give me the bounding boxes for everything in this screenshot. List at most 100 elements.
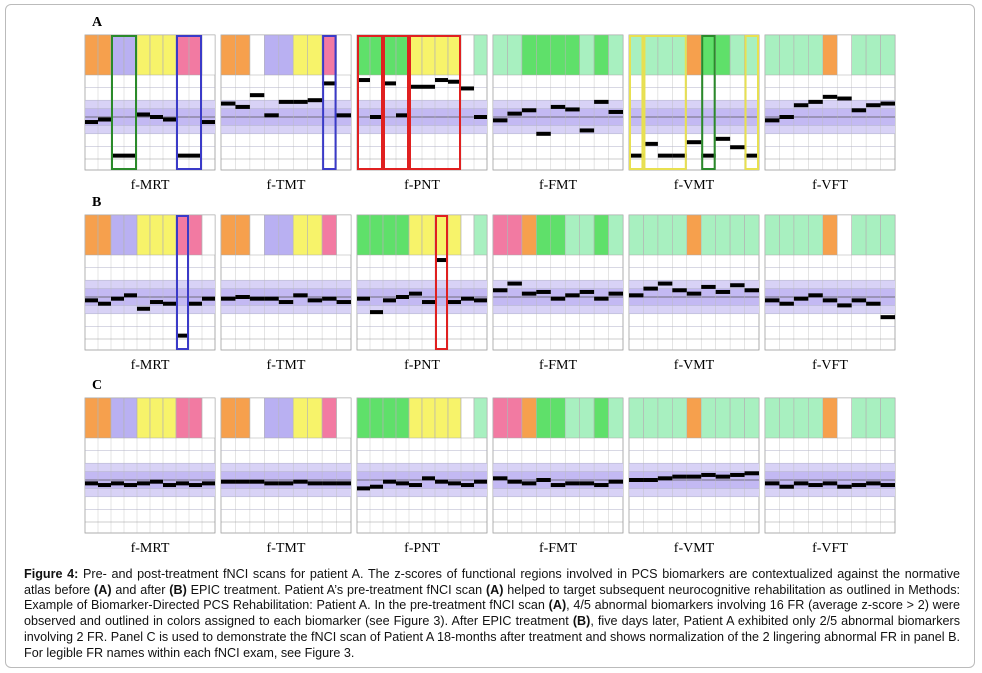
region-header (149, 214, 164, 256)
region-header (643, 214, 659, 256)
z-score-bar (672, 288, 687, 293)
region-header (382, 397, 397, 439)
caption-text: EPIC treatment. Patient A’s pre-treatmen… (186, 582, 486, 597)
caption-bold: (B) (169, 582, 187, 597)
z-score-bar (550, 483, 566, 488)
z-score-bar (730, 283, 745, 288)
caption: Figure 4: Pre- and post-treatment fNCI s… (24, 567, 960, 661)
region-header (764, 34, 780, 76)
z-score-bar (779, 301, 794, 306)
region-header (579, 34, 595, 76)
z-score-bar (409, 84, 422, 89)
caption-bold: (A) (548, 598, 567, 613)
biomarker-outline (176, 35, 202, 170)
z-score-bar (176, 153, 189, 158)
z-score-bar (176, 481, 189, 486)
chart-name: f-VFT (812, 358, 848, 373)
z-score-bar (493, 288, 508, 293)
z-score-bar (629, 478, 644, 482)
z-score-bar (779, 484, 794, 489)
region-header (201, 214, 216, 256)
region-header (110, 214, 125, 256)
region-header (715, 34, 731, 76)
region-header (729, 397, 745, 439)
z-score-bar (278, 481, 294, 486)
region-header (608, 214, 624, 256)
region-header (865, 214, 881, 256)
caption-text: Pre- and post-treatment fNCI scans for p… (24, 567, 960, 597)
region-header (793, 34, 809, 76)
z-score-bar (474, 115, 487, 119)
z-score-bar (643, 478, 658, 482)
region-header (657, 397, 673, 439)
region-header (521, 34, 537, 76)
z-score-bar (357, 78, 370, 83)
region-header (249, 214, 265, 256)
z-score-bar (657, 153, 673, 158)
region-header (278, 34, 294, 76)
z-score-bar (744, 153, 759, 158)
z-score-bar (474, 479, 487, 484)
panel-label: A (92, 15, 103, 30)
z-score-bar (264, 481, 279, 486)
region-header (808, 214, 824, 256)
z-score-bar (793, 296, 809, 301)
region-header (460, 214, 475, 256)
region-header (492, 397, 508, 439)
region-header (536, 214, 552, 256)
z-score-bar (137, 481, 150, 486)
chart-name: f-FMT (539, 541, 578, 556)
region-header (808, 397, 824, 439)
z-score-bar (594, 99, 609, 104)
z-score-bar (322, 81, 337, 86)
chart-name: f-MRT (131, 541, 170, 556)
z-score-bar (189, 483, 202, 488)
z-score-bar (307, 481, 323, 486)
region-header (249, 34, 265, 76)
chart-name: f-MRT (131, 178, 170, 193)
region-header (235, 397, 251, 439)
z-score-bar (837, 484, 852, 489)
region-header (672, 34, 688, 76)
z-score-bar (202, 481, 215, 486)
panel-label: C (92, 378, 102, 393)
region-header (123, 397, 138, 439)
z-score-bar (837, 303, 852, 308)
z-score-bar (822, 481, 838, 486)
z-score-bar (322, 481, 337, 486)
region-header (84, 214, 99, 256)
z-score-bar (686, 291, 702, 296)
region-header (822, 214, 838, 256)
z-score-bar (608, 479, 623, 484)
caption-text: and after (111, 582, 170, 597)
region-header (608, 397, 624, 439)
z-score-bar (322, 296, 337, 301)
region-header (593, 214, 609, 256)
region-header (536, 34, 552, 76)
z-score-bar (808, 293, 823, 298)
region-header (97, 214, 112, 256)
region-header (851, 34, 867, 76)
region-header (836, 214, 852, 256)
z-score-bar (461, 86, 474, 91)
region-header (97, 34, 112, 76)
z-score-bar (730, 472, 745, 477)
region-header (521, 214, 537, 256)
z-score-bar (579, 128, 595, 133)
z-score-bar (383, 81, 396, 86)
region-header (865, 397, 881, 439)
panel-label: B (92, 195, 101, 210)
z-score-bar (808, 99, 823, 104)
region-header (307, 397, 323, 439)
region-header (507, 397, 523, 439)
region-header (851, 214, 867, 256)
region-header (149, 397, 164, 439)
region-header (434, 397, 449, 439)
z-score-bar (422, 84, 435, 89)
z-score-bar (866, 481, 881, 486)
z-score-bar (336, 113, 351, 118)
region-header (460, 397, 475, 439)
region-header (421, 397, 436, 439)
biomarker-outline (176, 215, 189, 350)
z-score-bar (744, 471, 759, 476)
